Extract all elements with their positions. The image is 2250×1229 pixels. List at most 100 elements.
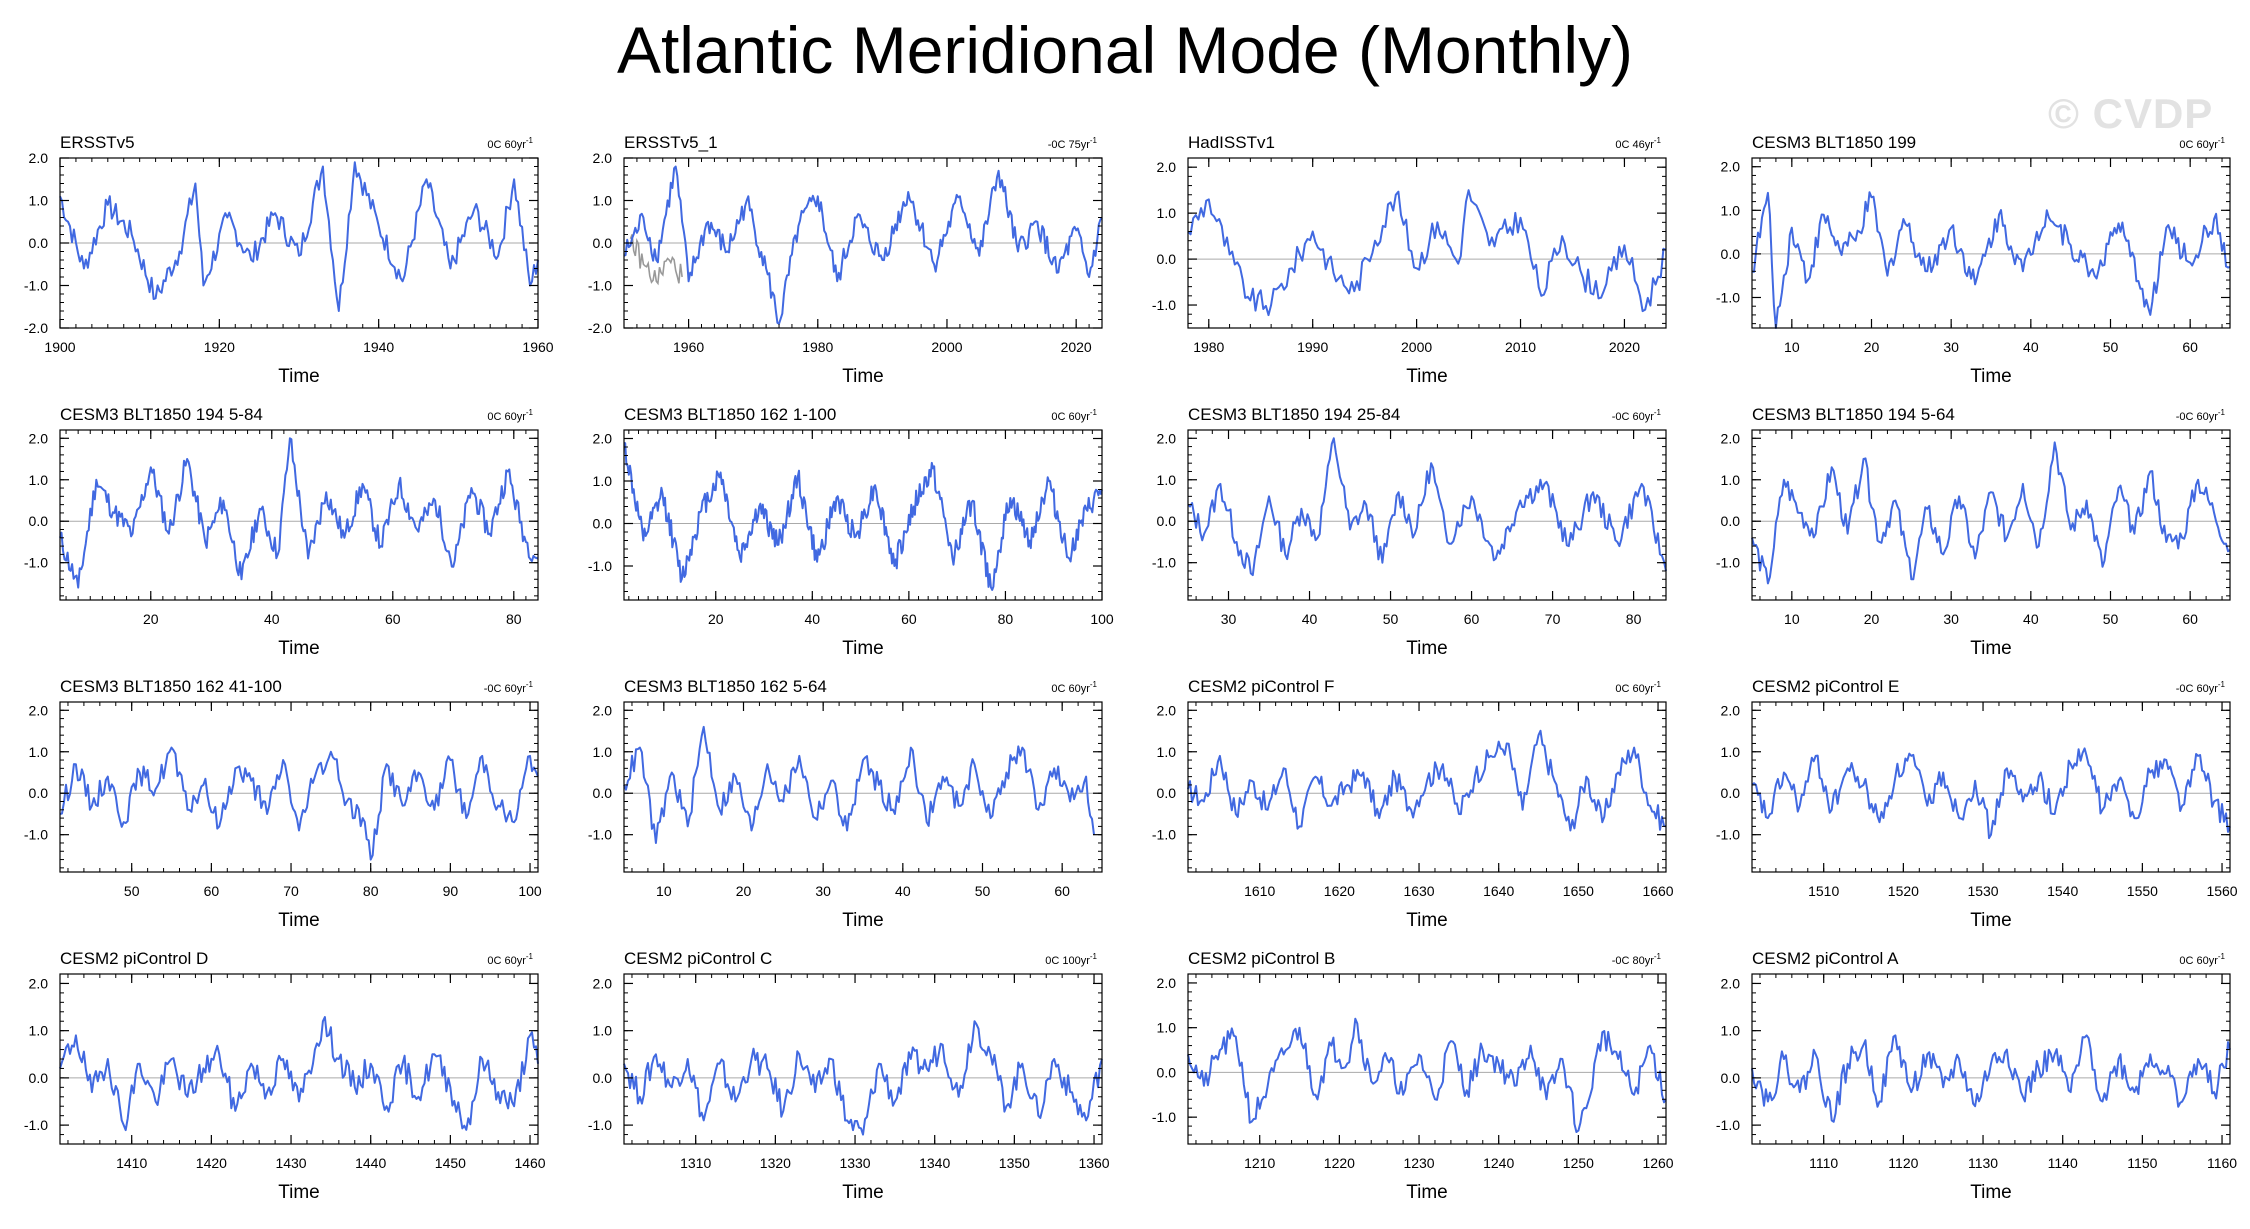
x-tick-label: 60: [2182, 611, 2198, 627]
trend-superscript: -1: [2218, 952, 2226, 961]
panel-title: CESM2 piControl C: [624, 949, 772, 968]
x-tick-label: 10: [1784, 339, 1800, 355]
page-title: Atlantic Meridional Mode (Monthly): [616, 13, 1634, 87]
trend-label: 0C 60yr-1: [1051, 408, 1097, 423]
series-line: [623, 1020, 1103, 1136]
x-tick-label: 1550: [2127, 883, 2158, 899]
panel-title: ERSSTv5: [60, 133, 135, 152]
x-tick-label: 20: [736, 883, 752, 899]
x-tick-label: 1960: [673, 339, 704, 355]
x-axis-label: Time: [278, 638, 320, 659]
series-line: [59, 161, 539, 312]
x-tick-label: 1900: [44, 339, 75, 355]
y-tick-label: 1.0: [1721, 744, 1741, 760]
series-line: [59, 1016, 539, 1132]
x-axis-label: Time: [278, 910, 320, 931]
y-tick-label: 1.0: [593, 1023, 613, 1039]
x-tick-label: 1460: [514, 1155, 545, 1171]
trend-label: -0C 60yr-1: [2176, 408, 2226, 423]
y-tick-label: 2.0: [1157, 159, 1177, 175]
y-tick-label: -1.0: [24, 555, 48, 571]
y-tick-label: 2.0: [29, 702, 49, 718]
x-tick-label: 50: [2103, 339, 2119, 355]
x-tick-label: 1150: [2127, 1155, 2157, 1171]
y-tick-label: 0.0: [29, 785, 49, 801]
panel-title: CESM3 BLT1850 194 5-64: [1752, 405, 1955, 424]
x-tick-label: 1990: [1297, 339, 1328, 355]
plot-frame: [1751, 157, 2231, 329]
y-tick-label: 1.0: [1721, 472, 1741, 488]
x-tick-label: 10: [656, 883, 672, 899]
y-tick-label: 2.0: [593, 431, 613, 447]
y-tick-label: -1.0: [588, 1117, 612, 1133]
trend-superscript: -1: [2218, 408, 2226, 417]
x-axis-label: Time: [842, 1182, 884, 1203]
x-tick-label: 30: [1221, 611, 1237, 627]
x-tick-label: 1510: [1808, 883, 1839, 899]
panel-title: CESM2 piControl B: [1188, 949, 1335, 968]
x-tick-label: 1320: [760, 1155, 791, 1171]
trend-superscript: -1: [1090, 680, 1098, 689]
x-tick-label: 1310: [680, 1155, 711, 1171]
trend-label: 0C 60yr-1: [487, 408, 533, 423]
x-tick-label: 60: [901, 611, 917, 627]
secondary-series-line: [629, 234, 683, 286]
x-tick-label: 80: [506, 611, 522, 627]
y-tick-label: 0.0: [1157, 1064, 1177, 1080]
plot-frame: [623, 973, 1103, 1145]
panel-5-plot: 20 40 60 80 2.0 1.0 0.0 -1.0 CESM3 BLT1850 194 5…: [24, 405, 539, 659]
y-tick-label: 2.0: [593, 975, 613, 991]
x-tick-label: 1640: [1483, 883, 1514, 899]
trend-superscript: -1: [1654, 680, 1662, 689]
x-axis-label: Time: [1406, 638, 1448, 659]
series-line: [1751, 1034, 2231, 1123]
y-tick-label: 1.0: [1721, 202, 1741, 218]
x-tick-label: 1210: [1244, 1155, 1275, 1171]
y-tick-label: -1.0: [1716, 289, 1740, 305]
y-tick-label: 2.0: [1721, 430, 1741, 446]
trend-superscript: -1: [1654, 136, 1662, 145]
y-tick-label: -1.0: [1716, 827, 1740, 843]
x-tick-label: 60: [204, 883, 220, 899]
y-tick-label: 1.0: [1157, 744, 1177, 760]
plot-frame: [623, 701, 1103, 873]
trend-superscript: -1: [1654, 408, 1662, 417]
series-line: [1187, 189, 1667, 317]
x-tick-label: 1980: [802, 339, 833, 355]
trend-label: 0C 60yr-1: [2179, 952, 2225, 967]
x-tick-label: 20: [708, 611, 724, 627]
x-tick-label: 80: [1626, 611, 1642, 627]
x-axis-label: Time: [1970, 910, 2012, 931]
x-tick-label: 1410: [116, 1155, 147, 1171]
x-tick-label: 1630: [1403, 883, 1434, 899]
x-tick-label: 50: [124, 883, 140, 899]
panel-title: ERSSTv5_1: [624, 133, 718, 152]
panel-title: CESM3 BLT1850 162 5-64: [624, 677, 827, 696]
trend-superscript: -1: [526, 408, 534, 417]
y-tick-label: 2.0: [1157, 975, 1177, 991]
y-tick-label: 2.0: [29, 975, 49, 991]
panel-title: CESM3 BLT1850 162 1-100: [624, 405, 836, 424]
x-tick-label: 1420: [196, 1155, 227, 1171]
y-tick-label: 2.0: [1157, 430, 1177, 446]
y-tick-label: 2.0: [1721, 975, 1741, 991]
x-tick-label: 20: [1864, 611, 1880, 627]
panel-title: CESM3 BLT1850 194 25-84: [1188, 405, 1400, 424]
trend-label: 0C 60yr-1: [487, 136, 533, 151]
panel-title: CESM3 BLT1850 162 41-100: [60, 677, 282, 696]
y-tick-label: 0.0: [1157, 251, 1177, 267]
trend-superscript: -1: [1090, 952, 1098, 961]
x-tick-label: 1250: [1563, 1155, 1594, 1171]
y-tick-label: 0.0: [593, 235, 613, 251]
x-tick-label: 1340: [919, 1155, 950, 1171]
x-tick-label: 1920: [204, 339, 235, 355]
series-line: [1187, 729, 1667, 832]
x-tick-label: 80: [998, 611, 1014, 627]
y-tick-label: 1.0: [593, 744, 613, 760]
y-tick-label: -1.0: [588, 827, 612, 843]
panel-14-plot: 1310 1320 1330 1340 1350 1360 2.0 1.0 0.0 -1.0 CES…: [588, 949, 1110, 1203]
trend-superscript: -1: [2218, 136, 2226, 145]
y-tick-label: 1.0: [29, 744, 49, 760]
x-tick-label: 1440: [355, 1155, 386, 1171]
